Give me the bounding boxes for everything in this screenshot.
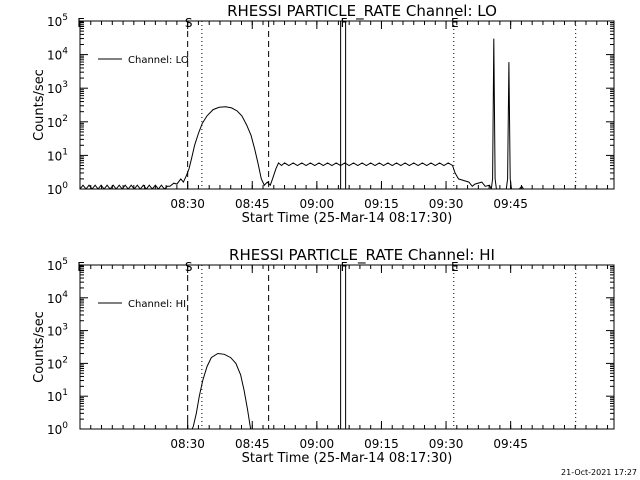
- x-tick-label: 09:15: [364, 197, 399, 211]
- y-tick-label: 100: [47, 181, 68, 197]
- marker-bar: [340, 20, 347, 190]
- x-tick-label: 08:30: [170, 437, 205, 451]
- y-tick-label: 103: [47, 323, 68, 339]
- panel-lo: RHESSI PARTICLE_RATE Channel: LO Start Ti…: [32, 2, 615, 226]
- legend-label: Channel: LO: [128, 55, 189, 66]
- x-tick-label: 09:30: [429, 197, 464, 211]
- x-axis-label-hi: Start Time (25-Mar-14 08:17:30): [242, 451, 453, 466]
- y-tick-label: 103: [47, 80, 68, 96]
- y-tick-label: 101: [47, 147, 68, 163]
- marker-label: E: [77, 260, 85, 274]
- x-tick-label: 08:30: [170, 197, 205, 211]
- marker-label: S: [185, 16, 193, 30]
- x-tick-label: 09:45: [493, 197, 528, 211]
- y-tick-exponent: 2: [62, 114, 68, 124]
- y-tick-label: 104: [47, 290, 68, 306]
- x-tick-label: 08:45: [235, 437, 270, 451]
- series-line-hi: [191, 352, 252, 429]
- y-tick-exponent: 1: [62, 388, 68, 398]
- x-tick-label: 09:15: [364, 437, 399, 451]
- x-tick-label: 09:00: [300, 197, 335, 211]
- y-tick-base: 10: [47, 82, 62, 96]
- panel-hi: RHESSI PARTICLE_RATE Channel: HI Start Ti…: [32, 246, 615, 466]
- marker-label: E: [451, 16, 459, 30]
- y-tick-base: 10: [47, 423, 62, 437]
- y-tick-label: 105: [47, 13, 68, 29]
- y-tick-exponent: 3: [62, 323, 68, 333]
- y-tick-exponent: 5: [62, 13, 68, 23]
- y-tick-base: 10: [47, 183, 62, 197]
- y-tick-exponent: 1: [62, 147, 68, 157]
- y-tick-label: 105: [47, 257, 68, 273]
- series-line-lo: [80, 38, 525, 189]
- y-tick-base: 10: [47, 116, 62, 130]
- x-tick-label: 09:45: [493, 437, 528, 451]
- y-tick-base: 10: [47, 259, 62, 273]
- y-tick-label: 101: [47, 388, 68, 404]
- y-tick-exponent: 5: [62, 257, 68, 267]
- y-axis-label-lo: Counts/sec: [32, 69, 47, 141]
- x-tick-label: 09:30: [429, 437, 464, 451]
- marker-label: E: [77, 16, 85, 30]
- y-tick-base: 10: [47, 357, 62, 371]
- marker-label: S: [185, 260, 193, 274]
- y-tick-label: 100: [47, 421, 68, 437]
- y-axis-label-hi: Counts/sec: [32, 311, 47, 383]
- x-tick-label: 09:00: [300, 437, 335, 451]
- marker-label: F: [341, 16, 348, 30]
- x-tick-label: 08:45: [235, 197, 270, 211]
- footer-date: 21-Oct-2021 17:27: [561, 468, 637, 477]
- y-tick-base: 10: [47, 15, 62, 29]
- legend-label: Channel: HI: [128, 299, 186, 310]
- y-tick-base: 10: [47, 325, 62, 339]
- y-tick-exponent: 2: [62, 355, 68, 365]
- y-tick-base: 10: [47, 390, 62, 404]
- y-tick-exponent: 0: [62, 181, 68, 191]
- y-tick-exponent: 3: [62, 80, 68, 90]
- y-tick-label: 102: [47, 114, 68, 130]
- marker-label: E: [451, 260, 459, 274]
- y-tick-base: 10: [47, 292, 62, 306]
- x-axis-label-lo: Start Time (25-Mar-14 08:17:30): [242, 211, 453, 226]
- chart-title-hi: RHESSI PARTICLE_RATE Channel: HI: [229, 246, 495, 265]
- y-tick-base: 10: [47, 149, 62, 163]
- y-tick-label: 102: [47, 355, 68, 371]
- chart-title-lo: RHESSI PARTICLE_RATE Channel: LO: [227, 2, 497, 21]
- y-tick-base: 10: [47, 49, 62, 63]
- y-tick-exponent: 0: [62, 421, 68, 431]
- marker-bar: [340, 264, 347, 430]
- y-tick-label: 104: [47, 47, 68, 63]
- y-tick-exponent: 4: [62, 290, 68, 300]
- plot-frame: [79, 264, 615, 430]
- y-tick-exponent: 4: [62, 47, 68, 57]
- marker-label: F: [341, 260, 348, 274]
